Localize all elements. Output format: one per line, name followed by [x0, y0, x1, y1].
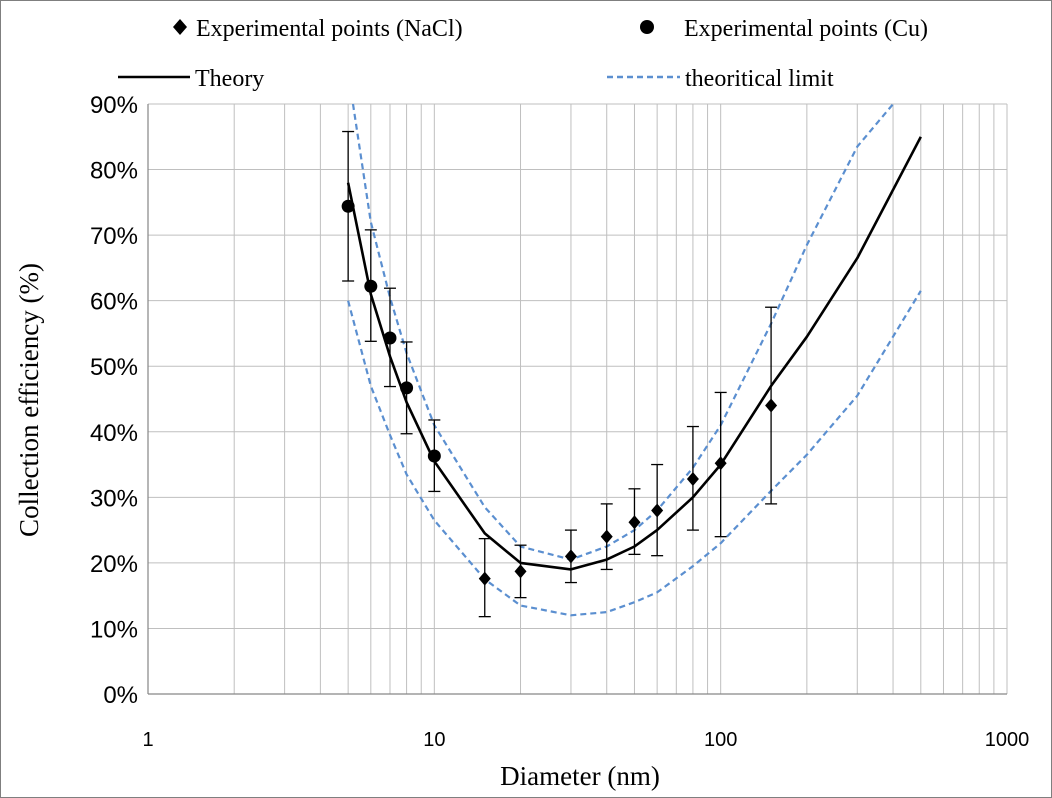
y-tick-label: 70%: [90, 223, 138, 250]
legend-circle-marker: [640, 20, 654, 34]
legend-item-cu: Experimental points (Cu): [640, 16, 928, 42]
y-tick-label: 0%: [103, 682, 138, 709]
legend-label-limit: theoritical limit: [685, 66, 834, 92]
axes: [147, 104, 1007, 695]
y-tick-label: 80%: [90, 158, 138, 185]
legend-item-nacl: Experimental points (NaCl): [173, 16, 463, 42]
cu-data-point: [383, 331, 397, 345]
y-tick-label: 30%: [90, 485, 138, 512]
y-tick-label: 60%: [90, 289, 138, 316]
cu-data-point: [341, 199, 355, 213]
x-tick-label: 100: [704, 729, 737, 751]
x-tick-label: 10: [423, 729, 445, 751]
y-tick-label: 20%: [90, 551, 138, 578]
nacl-data-point: [600, 529, 613, 544]
theoretical-limit-lower: [347, 290, 922, 617]
nacl-data-point: [714, 456, 727, 471]
legend-diamond-marker: [173, 19, 187, 35]
legend: Experimental points (NaCl) Experimental …: [118, 16, 928, 92]
nacl-data-point: [478, 571, 491, 586]
y-tick-label: 50%: [90, 354, 138, 381]
nacl-data-point: [651, 503, 664, 518]
x-tick-label: 1: [142, 729, 153, 751]
nacl-data-point: [765, 398, 778, 413]
legend-label-theory: Theory: [195, 66, 264, 92]
y-tick-label: 90%: [90, 92, 138, 119]
legend-label-cu: Experimental points (Cu): [684, 16, 928, 42]
nacl-data-point: [514, 564, 527, 579]
y-axis-label: Collection efficiency (%): [14, 263, 44, 537]
legend-label-nacl: Experimental points (NaCl): [196, 16, 463, 42]
grid-lines: [148, 103, 1008, 694]
nacl-data-point: [628, 515, 641, 530]
x-axis-label: Diameter (nm): [500, 761, 660, 791]
legend-item-theory: Theory: [118, 66, 264, 92]
legend-item-limit: theoritical limit: [607, 66, 834, 92]
nacl-data-point: [564, 549, 577, 564]
cu-data-point: [400, 381, 414, 395]
y-tick-label: 10%: [90, 616, 138, 643]
cu-data-point: [427, 449, 441, 463]
tick-labels: 0% 10% 20% 30% 40% 50% 60% 70% 80% 90% 1 10 100 1000: [90, 92, 1029, 751]
x-tick-label: 1000: [985, 729, 1030, 751]
cu-data-point: [364, 279, 378, 293]
y-tick-label: 40%: [90, 420, 138, 447]
series-layer: [341, 103, 922, 618]
nacl-data-point: [686, 471, 699, 486]
